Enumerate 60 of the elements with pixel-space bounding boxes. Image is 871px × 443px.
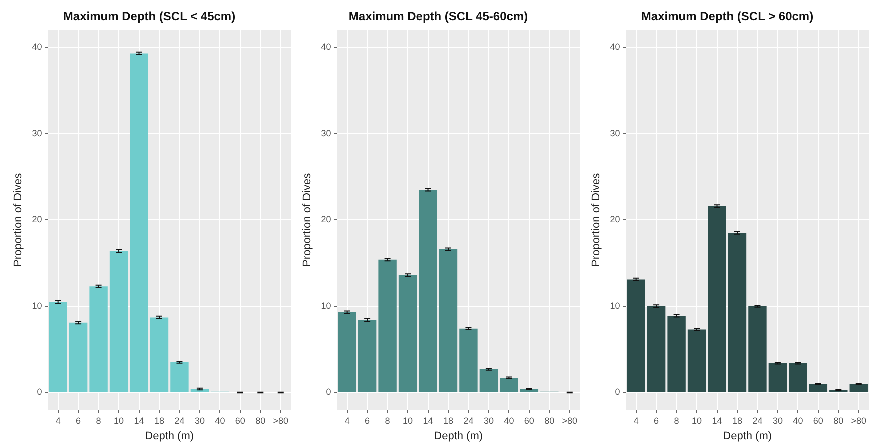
x-tick-label: 40: [215, 416, 226, 426]
x-tick-label: 8: [385, 416, 390, 426]
x-tick-label: >80: [562, 416, 578, 426]
x-tick-label: 30: [194, 416, 205, 426]
x-tick-label: 40: [504, 416, 514, 426]
y-tick-label: 40: [32, 42, 42, 52]
y-axis-title: Proportion of Dives: [12, 172, 25, 267]
x-tick-label: 60: [235, 416, 246, 426]
x-tick-label: 24: [752, 416, 763, 426]
x-tick-label: 60: [524, 416, 534, 426]
x-tick-label: 8: [96, 416, 102, 426]
x-tick-label: 30: [484, 416, 494, 426]
x-tick-label: 24: [464, 416, 474, 426]
x-tick-label: 14: [423, 416, 434, 426]
x-tick-label: 6: [76, 416, 82, 426]
x-tick-label: >80: [851, 416, 867, 426]
y-tick-label: 0: [615, 387, 620, 398]
y-tick-label: 10: [610, 300, 620, 311]
x-axis-title: Depth (m): [434, 430, 484, 442]
x-tick-label: 18: [732, 416, 742, 426]
y-tick-label: 40: [321, 42, 332, 52]
x-tick-label: 10: [692, 416, 702, 426]
y-tick-label: 0: [326, 387, 332, 398]
x-tick-label: 4: [634, 416, 639, 426]
x-tick-label: 6: [654, 416, 660, 426]
x-tick-label: 80: [544, 416, 555, 426]
x-tick-label: 10: [403, 416, 414, 426]
x-tick-label: 14: [712, 416, 722, 426]
x-tick-label: 18: [154, 416, 164, 426]
y-tick-label: 40: [610, 42, 620, 52]
x-tick-label: 8: [674, 416, 680, 426]
chart-title: Maximum Depth (SCL 45-60cm): [348, 10, 528, 24]
x-tick-label: 18: [443, 416, 454, 426]
x-tick-label: >80: [273, 416, 289, 426]
x-axis-title: Depth (m): [723, 430, 772, 442]
y-axis-title: Proportion of Dives: [590, 172, 603, 267]
x-tick-label: 30: [772, 416, 783, 426]
x-tick-label: 60: [813, 416, 824, 426]
x-tick-label: 80: [834, 416, 844, 426]
y-tick-label: 20: [610, 214, 620, 225]
x-axis-title: Depth (m): [145, 430, 194, 442]
y-tick-label: 30: [32, 128, 42, 138]
y-tick-label: 20: [32, 214, 42, 225]
x-tick-label: 80: [256, 416, 266, 426]
chart-title: Maximum Depth (SCL < 45cm): [63, 10, 236, 24]
x-tick-label: 14: [134, 416, 144, 426]
x-tick-label: 24: [174, 416, 185, 426]
y-tick-label: 30: [321, 128, 332, 138]
y-tick-label: 10: [32, 300, 42, 311]
x-tick-label: 4: [344, 416, 350, 426]
y-tick-label: 10: [321, 300, 332, 311]
chart-title: Maximum Depth (SCL > 60cm): [641, 10, 814, 24]
y-tick-label: 30: [610, 128, 620, 138]
x-tick-label: 4: [56, 416, 61, 426]
x-tick-label: 10: [114, 416, 124, 426]
x-tick-label: 6: [365, 416, 370, 426]
x-tick-label: 40: [793, 416, 804, 426]
y-tick-label: 20: [321, 214, 332, 225]
y-axis-title: Proportion of Dives: [302, 172, 314, 267]
y-tick-label: 0: [37, 387, 42, 398]
